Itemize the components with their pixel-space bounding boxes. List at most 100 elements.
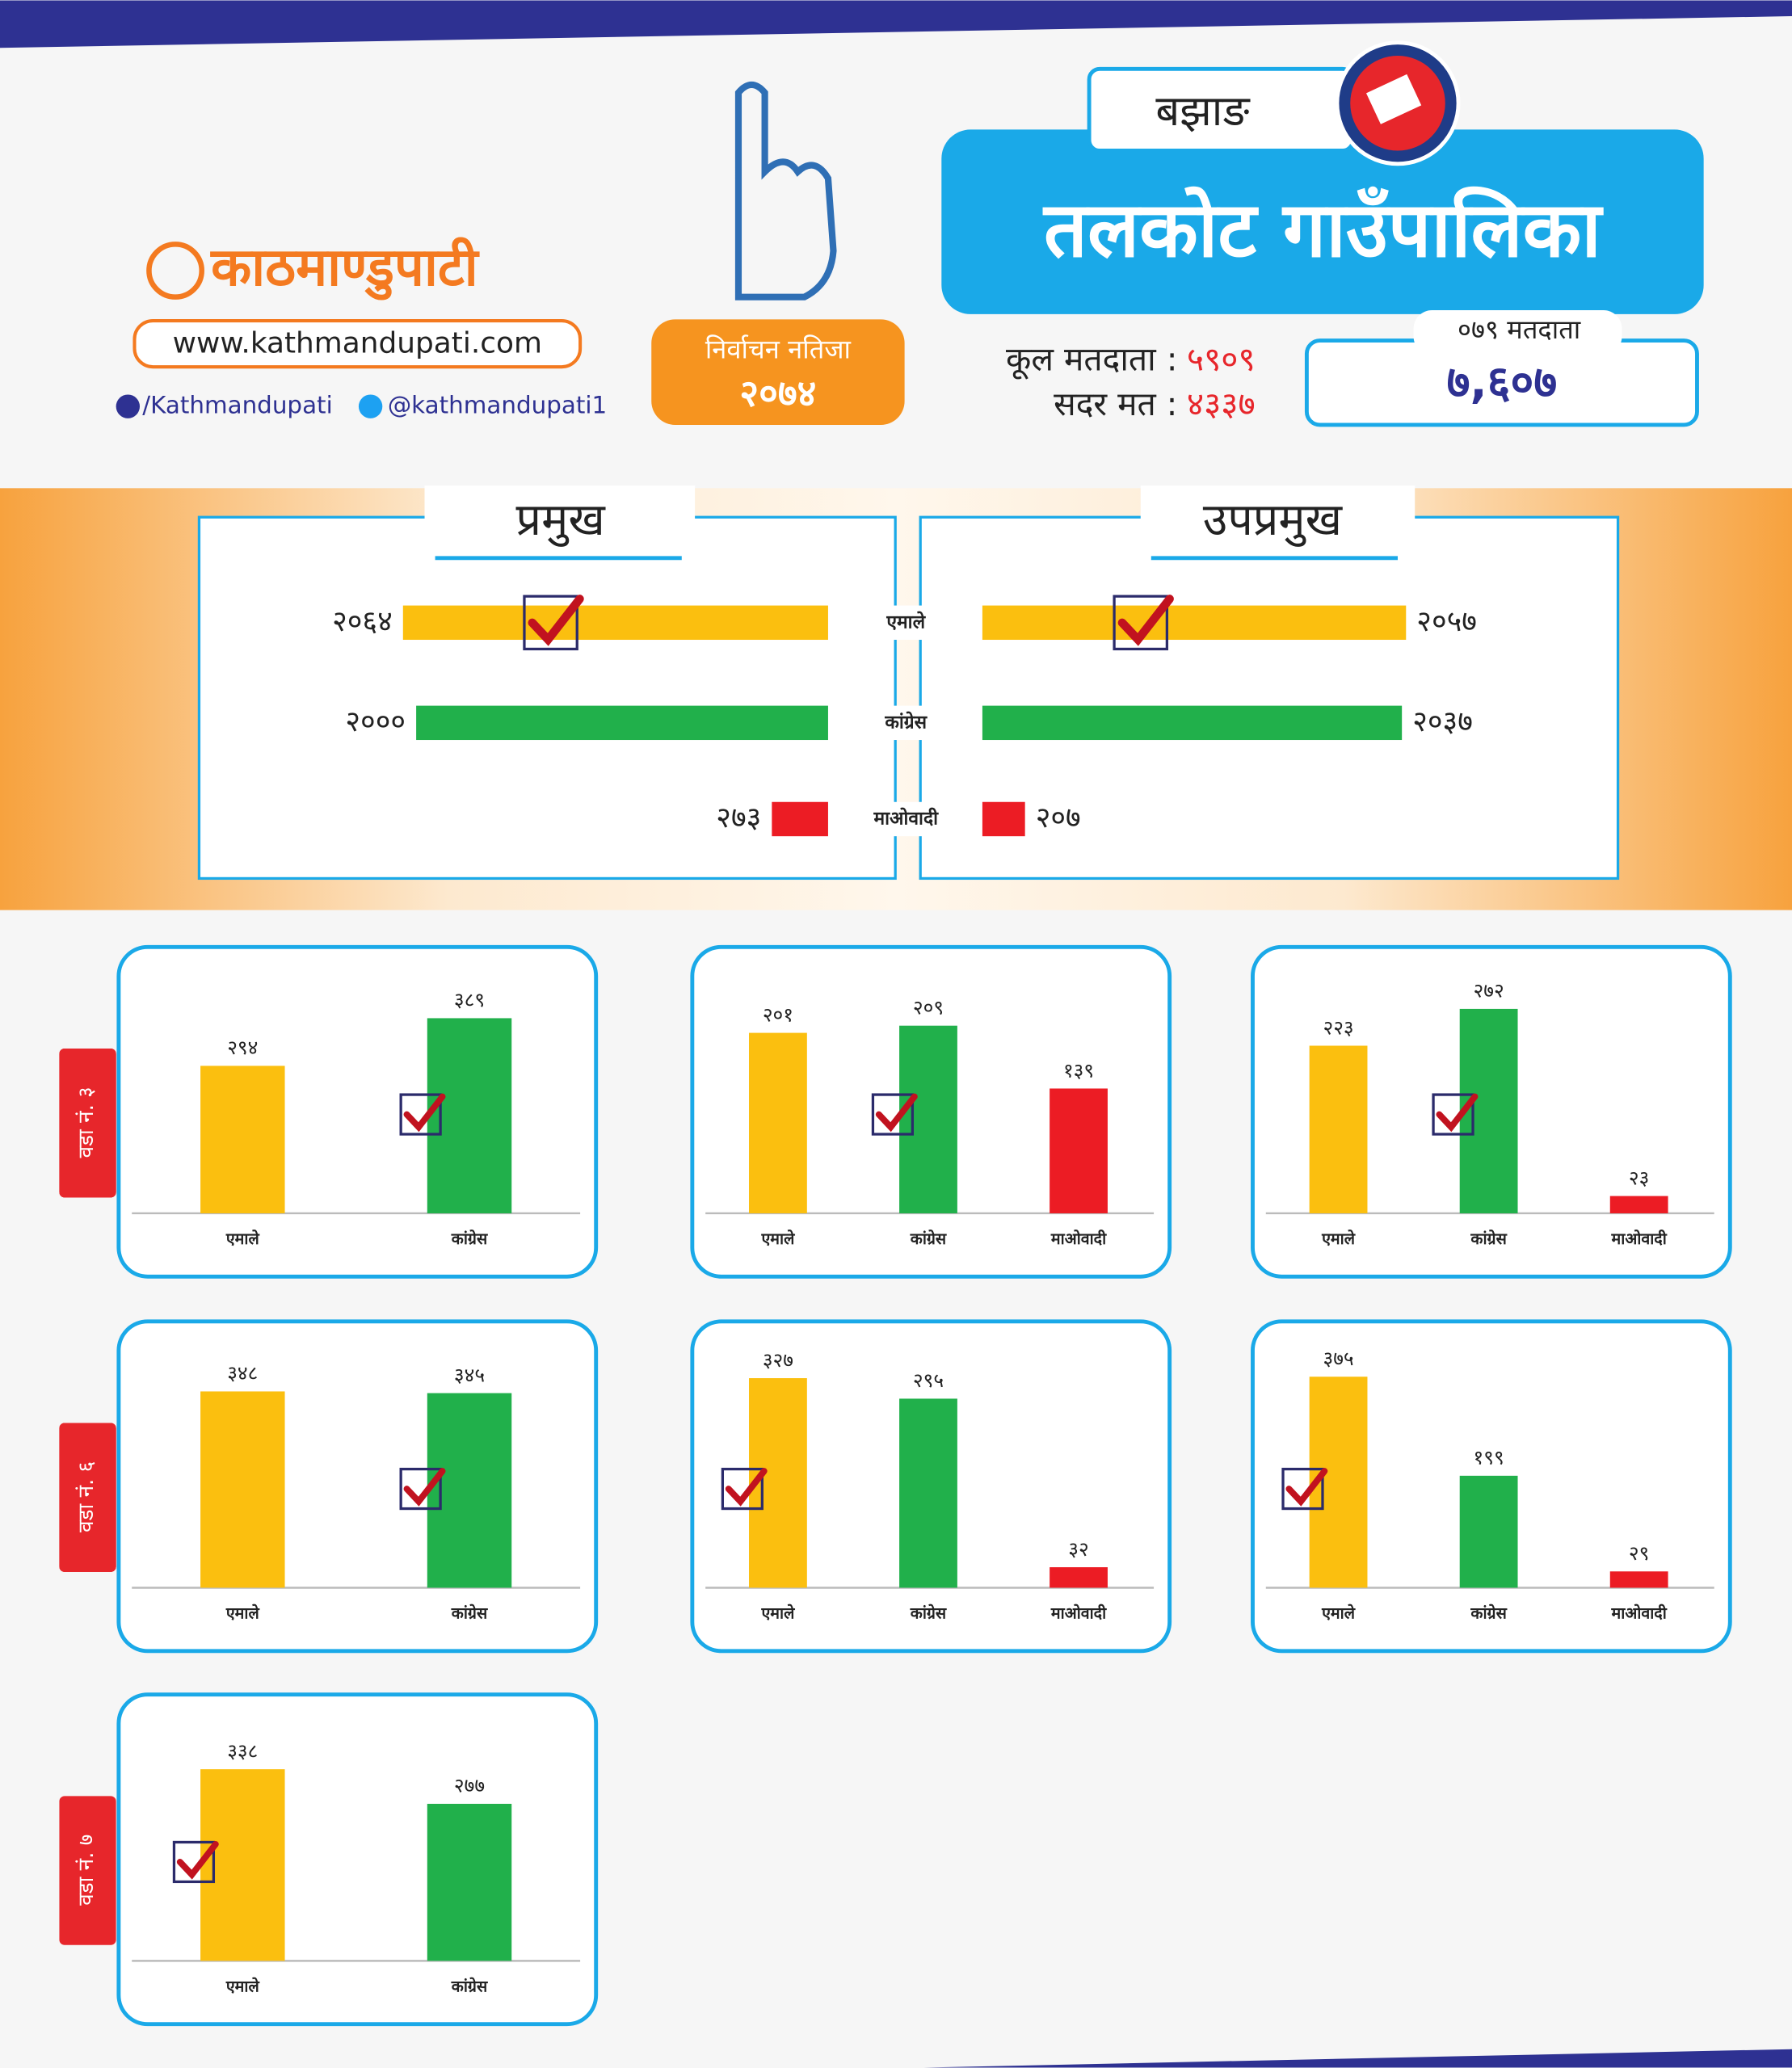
title-box bbox=[941, 129, 1704, 314]
mayor-tab bbox=[424, 485, 696, 560]
bar bbox=[1459, 1008, 1518, 1213]
ward-tag bbox=[59, 1796, 116, 1945]
badge bbox=[651, 319, 905, 425]
facebook-icon bbox=[116, 394, 141, 418]
top-stripe bbox=[0, 0, 1792, 48]
x-tick-label: एमाले bbox=[1321, 1604, 1356, 1623]
value-label: २०६४ bbox=[332, 605, 393, 638]
valid-votes: ४३३७ bbox=[1187, 385, 1256, 423]
x-tick-label: एमाले bbox=[760, 1604, 795, 1623]
check-box bbox=[172, 1840, 216, 1884]
x-tick-label: कांग्रेस bbox=[1470, 1229, 1507, 1248]
bar bbox=[1609, 1571, 1668, 1588]
check-tick bbox=[1285, 1468, 1328, 1507]
ward-panel bbox=[116, 1319, 599, 1654]
value-label: ३४८ bbox=[227, 1361, 258, 1385]
ward-panel bbox=[116, 1692, 599, 2027]
twitter-icon bbox=[358, 394, 383, 418]
total-voters: ५९०९ bbox=[1187, 340, 1256, 379]
party-label: कांग्रेस bbox=[884, 711, 928, 733]
total-voters-label: कूल मतदाता : bbox=[1006, 340, 1177, 380]
value-label: २७२ bbox=[1474, 979, 1504, 1002]
value-label: २०५७ bbox=[1416, 605, 1477, 638]
bar bbox=[982, 605, 1407, 641]
value-label: २००० bbox=[345, 705, 406, 738]
check-tick bbox=[403, 1093, 446, 1133]
bar bbox=[1050, 1088, 1108, 1213]
value-label: २७३ bbox=[716, 801, 761, 834]
check-box bbox=[871, 1093, 915, 1136]
bar bbox=[899, 1025, 957, 1213]
ward-tag bbox=[59, 1048, 116, 1198]
value-label: ३७५ bbox=[1323, 1347, 1353, 1370]
value-label: २०१ bbox=[763, 1002, 793, 1026]
value-label: ३२ bbox=[1068, 1537, 1088, 1561]
bar bbox=[1050, 1567, 1108, 1588]
x-tick-label: माओवादी bbox=[1611, 1229, 1668, 1248]
check-box bbox=[1432, 1093, 1474, 1136]
voters-label-box bbox=[1413, 309, 1622, 355]
logo-icon bbox=[146, 242, 204, 300]
x-tick-label: एमाले bbox=[225, 1229, 260, 1248]
value-label: ३४५ bbox=[454, 1363, 485, 1386]
ward-panel bbox=[116, 944, 599, 1279]
ward-title: वडा नं. ७ bbox=[74, 1835, 99, 1906]
x-tick-label: माओवादी bbox=[1611, 1604, 1668, 1623]
badge-year: २०७४ bbox=[739, 372, 816, 415]
voters-079: ७,६०७ bbox=[1447, 356, 1558, 409]
x-tick-label: कांग्रेस bbox=[451, 1229, 488, 1248]
bar bbox=[899, 1398, 957, 1588]
party-label-bg bbox=[860, 801, 953, 837]
x-tick-label: माओवादी bbox=[1050, 1604, 1107, 1623]
ballot-paper bbox=[1365, 74, 1422, 124]
ward-title: वडा नं. ३ bbox=[74, 1087, 99, 1158]
district: बझाङ bbox=[1155, 87, 1251, 136]
bar bbox=[200, 1066, 285, 1213]
value-label: ३८९ bbox=[454, 988, 485, 1011]
value-label: २३ bbox=[1629, 1166, 1649, 1189]
value-label: १३९ bbox=[1063, 1058, 1094, 1082]
bar bbox=[982, 705, 1403, 741]
x-tick-label: माओवादी bbox=[1050, 1229, 1107, 1248]
party-label-bg bbox=[860, 705, 953, 741]
party-label: एमाले bbox=[885, 611, 926, 633]
check-tick bbox=[528, 595, 584, 646]
valid-votes-label: सदर मत : bbox=[1054, 385, 1177, 423]
ward-title: वडा नं. ६ bbox=[74, 1461, 99, 1532]
check-tick bbox=[176, 1840, 219, 1880]
bottom-stripe bbox=[0, 2049, 1792, 2068]
value-label: २०९ bbox=[913, 995, 944, 1019]
bar bbox=[1609, 1196, 1668, 1213]
value-label: २९ bbox=[1629, 1541, 1649, 1565]
panel-title: प्रमुख bbox=[516, 494, 607, 547]
bar bbox=[416, 705, 828, 741]
value-label: २९५ bbox=[913, 1368, 944, 1392]
value-label: २२३ bbox=[1323, 1015, 1353, 1039]
x-tick-label: कांग्रेस bbox=[910, 1229, 947, 1248]
deputy-panel bbox=[919, 515, 1620, 881]
deputy-tab bbox=[1140, 485, 1416, 560]
x-tick-label: कांग्रेस bbox=[451, 1604, 488, 1623]
check-box bbox=[721, 1467, 763, 1511]
bar bbox=[1459, 1475, 1518, 1588]
x-tick-label: एमाले bbox=[225, 1977, 260, 1995]
ward-tag bbox=[59, 1423, 116, 1572]
bar bbox=[772, 801, 828, 837]
badge-title: निर्वाचन नतिजा bbox=[705, 334, 852, 365]
value-label: २०३७ bbox=[1412, 705, 1473, 738]
bar bbox=[200, 1391, 285, 1588]
logo: काठमाण्डुपाटी bbox=[209, 237, 480, 301]
value-label: ३२७ bbox=[763, 1348, 793, 1372]
value-label: ३३८ bbox=[227, 1739, 258, 1763]
website-box bbox=[133, 319, 583, 369]
check-tick bbox=[725, 1468, 768, 1507]
facebook: /Kathmandupati bbox=[142, 392, 332, 419]
x-tick-label: कांग्रेस bbox=[451, 1977, 488, 1995]
panel-title: उपप्रमुख bbox=[1203, 494, 1344, 547]
twitter: @kathmandupati1 bbox=[388, 392, 607, 419]
check-tick bbox=[875, 1093, 918, 1133]
check-tick bbox=[1117, 595, 1174, 646]
municipality: तलकोट गाउँपालिका bbox=[1042, 186, 1604, 275]
